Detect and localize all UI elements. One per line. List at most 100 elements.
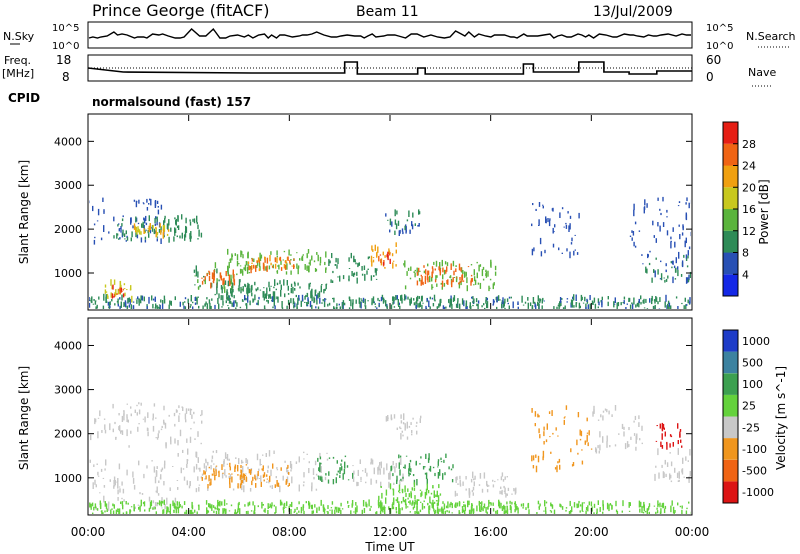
range-gate-cell bbox=[117, 508, 119, 512]
range-gate-cell bbox=[388, 472, 390, 480]
range-gate-cell bbox=[434, 472, 436, 477]
range-gate-cell bbox=[247, 510, 249, 514]
range-gate-cell bbox=[420, 456, 422, 459]
range-gate-cell bbox=[309, 282, 311, 285]
range-gate-cell bbox=[443, 282, 446, 287]
range-gate-cell bbox=[341, 466, 343, 471]
range-gate-cell bbox=[109, 423, 111, 431]
y-tick-label: 3000 bbox=[54, 384, 82, 397]
range-gate-cell bbox=[105, 300, 108, 303]
range-gate-cell bbox=[120, 501, 122, 504]
range-gate-cell bbox=[215, 508, 217, 510]
range-gate-cell bbox=[397, 299, 399, 306]
range-gate-cell bbox=[465, 306, 467, 309]
range-gate-cell bbox=[409, 473, 411, 475]
range-gate-cell bbox=[260, 475, 262, 482]
range-gate-cell bbox=[640, 295, 642, 300]
range-gate-cell bbox=[256, 453, 259, 461]
range-gate-cell bbox=[538, 505, 540, 510]
range-gate-cell bbox=[604, 408, 607, 411]
range-gate-cell bbox=[95, 506, 97, 508]
range-gate-cell bbox=[117, 288, 119, 295]
range-gate-cell bbox=[532, 297, 535, 304]
range-gate-cell bbox=[225, 300, 227, 304]
range-gate-cell bbox=[482, 266, 485, 270]
range-gate-cell bbox=[104, 429, 107, 434]
range-gate-cell bbox=[287, 485, 289, 487]
power-frame bbox=[87, 113, 693, 311]
range-gate-cell bbox=[112, 403, 114, 409]
range-gate-cell bbox=[645, 266, 647, 273]
range-gate-cell bbox=[667, 303, 669, 309]
range-gate-cell bbox=[184, 297, 187, 300]
range-gate-cell bbox=[317, 254, 319, 262]
range-gate-cell bbox=[164, 215, 166, 219]
range-gate-cell bbox=[408, 466, 411, 471]
range-gate-cell bbox=[137, 504, 140, 506]
range-gate-cell bbox=[249, 469, 252, 475]
range-gate-cell bbox=[231, 292, 233, 298]
range-gate-cell bbox=[355, 262, 357, 265]
range-gate-cell bbox=[135, 227, 138, 231]
range-gate-cell bbox=[660, 273, 663, 281]
range-gate-cell bbox=[362, 301, 364, 303]
range-gate-cell bbox=[185, 419, 187, 423]
colorbar-swatch bbox=[723, 416, 738, 439]
range-gate-cell bbox=[198, 486, 200, 492]
freq-tick-top: 18 bbox=[56, 53, 71, 67]
range-gate-cell bbox=[216, 278, 218, 284]
range-gate-cell bbox=[217, 297, 219, 304]
range-gate-cell bbox=[445, 505, 448, 509]
range-gate-cell bbox=[449, 298, 452, 303]
range-gate-cell bbox=[191, 414, 193, 419]
range-gate-cell bbox=[144, 236, 147, 240]
range-gate-cell bbox=[419, 489, 422, 491]
range-gate-cell bbox=[343, 468, 346, 475]
range-gate-cell bbox=[478, 500, 480, 506]
range-gate-cell bbox=[488, 485, 490, 487]
range-gate-cell bbox=[302, 254, 304, 256]
range-gate-cell bbox=[496, 306, 498, 309]
range-gate-cell bbox=[418, 278, 421, 282]
range-gate-cell bbox=[155, 470, 158, 476]
range-gate-cell bbox=[412, 500, 414, 505]
range-gate-cell bbox=[689, 449, 691, 456]
range-gate-cell bbox=[383, 467, 385, 475]
range-gate-cell bbox=[119, 287, 121, 295]
range-gate-cell bbox=[586, 298, 588, 302]
range-gate-cell bbox=[640, 301, 642, 305]
range-gate-cell bbox=[269, 503, 271, 508]
range-gate-cell bbox=[352, 273, 355, 277]
range-gate-cell bbox=[639, 503, 641, 505]
range-gate-cell bbox=[527, 503, 529, 508]
range-gate-cell bbox=[261, 501, 263, 509]
range-gate-cell bbox=[395, 462, 397, 468]
range-gate-cell bbox=[670, 241, 672, 249]
range-gate-cell bbox=[439, 493, 442, 496]
range-gate-cell bbox=[204, 478, 206, 480]
range-gate-cell bbox=[297, 282, 299, 286]
range-gate-cell bbox=[276, 296, 278, 300]
range-gate-cell bbox=[312, 468, 315, 475]
range-gate-cell bbox=[545, 501, 548, 504]
range-gate-cell bbox=[499, 299, 501, 301]
range-gate-cell bbox=[236, 273, 238, 276]
freq-tick-bottom: 8 bbox=[62, 70, 70, 84]
range-gate-cell bbox=[274, 296, 276, 300]
range-gate-cell bbox=[127, 419, 129, 423]
range-gate-cell bbox=[409, 459, 412, 463]
velocity-frame bbox=[87, 317, 693, 516]
range-gate-cell bbox=[465, 488, 467, 491]
range-gate-cell bbox=[410, 468, 412, 473]
range-gate-cell bbox=[252, 476, 254, 481]
range-gate-cell bbox=[445, 269, 447, 274]
range-gate-cell bbox=[245, 261, 248, 266]
colorbar-swatch bbox=[723, 209, 738, 231]
range-gate-cell bbox=[538, 219, 540, 226]
range-gate-cell bbox=[442, 305, 445, 309]
range-gate-cell bbox=[423, 506, 426, 509]
range-gate-cell bbox=[156, 219, 158, 226]
range-gate-cell bbox=[425, 305, 427, 309]
range-gate-cell bbox=[198, 484, 201, 486]
range-gate-cell bbox=[194, 297, 196, 301]
